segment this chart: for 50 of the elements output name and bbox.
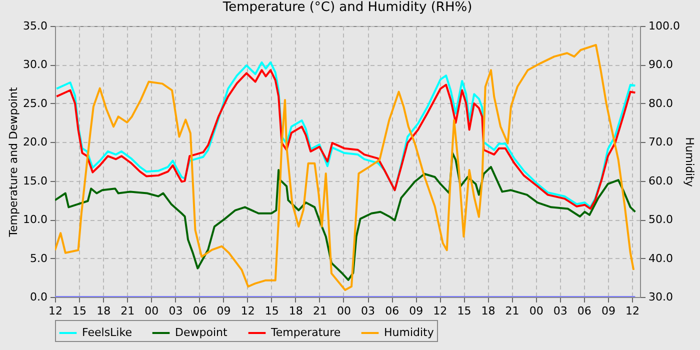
- x-tick-label: 03: [168, 304, 183, 318]
- x-tick-label: 09: [601, 304, 616, 318]
- legend-label: FeelsLike: [82, 326, 132, 339]
- y-tick-label: 10.0: [23, 213, 48, 226]
- y-tick-label: 15.0: [23, 174, 48, 188]
- x-tick-label: 00: [144, 304, 159, 318]
- x-tick-label: 21: [120, 304, 135, 318]
- y-tick-label: 35.0: [23, 20, 48, 32]
- x-tick-label: 12: [48, 304, 62, 318]
- x-tick-label: 00: [336, 304, 351, 318]
- y2-tick-label: 40.0: [648, 252, 673, 265]
- y-tick-label: 30.0: [23, 58, 48, 72]
- line-series: [55, 152, 636, 281]
- y-tick-label: 25.0: [23, 96, 48, 110]
- x-tick-label: 18: [288, 304, 303, 318]
- y-tick-label: 0.0: [30, 290, 48, 304]
- x-tick-label: 12: [433, 304, 448, 318]
- y-tick-label: 20.0: [23, 136, 48, 149]
- chart-title: Temperature (°C) and Humidity (RH%): [222, 0, 472, 15]
- y2-tick-label: 50.0: [648, 213, 673, 226]
- legend-label: Humidity: [384, 326, 434, 339]
- x-tick-label: 09: [409, 304, 424, 318]
- x-tick-label: 12: [240, 304, 255, 318]
- y-tick-label: 5.0: [30, 252, 48, 265]
- y2-tick-label: 80.0: [648, 96, 673, 110]
- x-tick-label: 18: [96, 304, 111, 318]
- x-tick-label: 18: [481, 304, 496, 318]
- legend-label: Temperature: [270, 326, 341, 339]
- legend-label: Dewpoint: [175, 326, 228, 339]
- line-series: [55, 44, 635, 292]
- x-tick-label: 06: [385, 304, 400, 318]
- y2-tick-label: 100.0: [648, 20, 680, 32]
- x-tick-label: 21: [505, 304, 520, 318]
- x-tick-label: 00: [529, 304, 544, 318]
- x-tick-label: 15: [264, 304, 279, 318]
- y2-tick-label: 30.0: [648, 290, 673, 304]
- x-tick-label: 06: [192, 304, 207, 318]
- x-tick-label: 15: [457, 304, 472, 318]
- x-tick-label: 03: [361, 304, 376, 318]
- x-tick-label: 06: [577, 304, 592, 318]
- y2-tick-label: 90.0: [648, 58, 673, 72]
- x-tick-label: 15: [72, 304, 87, 318]
- x-tick-label: 21: [312, 304, 327, 318]
- y2-axis-title: Humidity: [682, 137, 696, 188]
- x-tick-label: 12: [625, 304, 640, 318]
- y-axis-title: Temperature and Dewpoint: [7, 86, 20, 238]
- y2-tick-label: 60.0: [648, 174, 673, 188]
- x-tick-label: 09: [216, 304, 231, 318]
- y2-tick-label: 70.0: [648, 136, 673, 149]
- x-tick-label: 03: [553, 304, 568, 318]
